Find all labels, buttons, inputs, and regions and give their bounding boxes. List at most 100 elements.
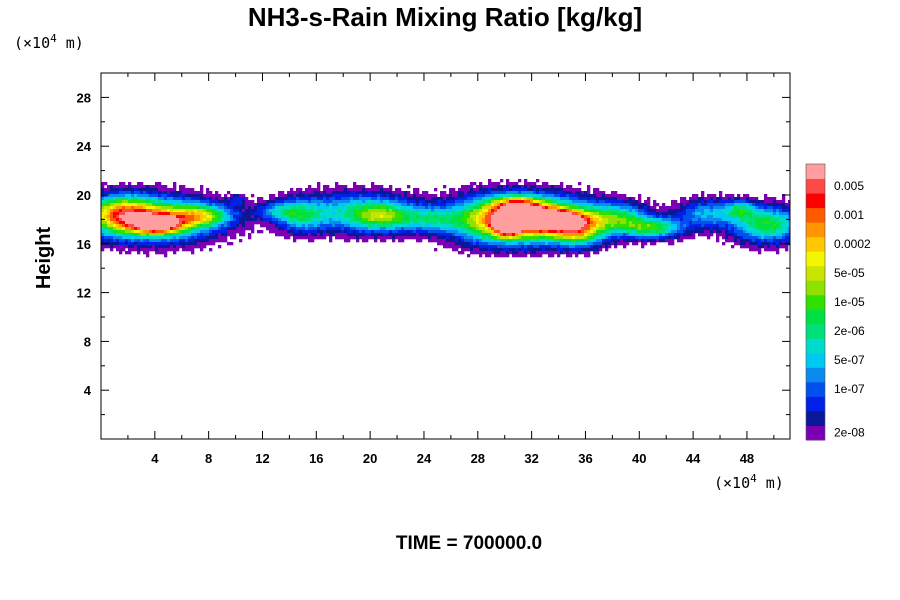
contour-cell — [596, 221, 600, 225]
contour-cell — [464, 212, 468, 216]
contour-cell — [371, 224, 375, 228]
contour-cell — [530, 209, 534, 213]
contour-cell — [509, 212, 513, 216]
contour-cell — [389, 194, 393, 198]
contour-cell — [584, 200, 588, 204]
contour-cell — [209, 233, 213, 237]
contour-cell — [332, 221, 336, 225]
contour-cell — [350, 200, 354, 204]
contour-cell — [572, 191, 576, 195]
contour-cell — [563, 212, 567, 216]
contour-cell — [467, 239, 471, 243]
contour-cell — [554, 236, 558, 240]
contour-cell — [542, 209, 546, 213]
contour-cell — [563, 203, 567, 207]
contour-cell — [596, 218, 600, 222]
contour-cell — [563, 230, 567, 234]
contour-cell — [266, 212, 270, 216]
contour-cell — [119, 191, 123, 195]
contour-cell — [230, 194, 234, 198]
contour-cell — [527, 200, 531, 204]
contour-cell — [269, 212, 273, 216]
contour-cell — [635, 209, 639, 213]
contour-cell — [131, 233, 135, 237]
contour-cell — [146, 218, 150, 222]
contour-cell — [617, 203, 621, 207]
colorbar-swatch — [806, 367, 825, 383]
contour-cell — [752, 245, 756, 249]
contour-cell — [521, 227, 525, 231]
contour-cell — [527, 212, 531, 216]
contour-cell — [128, 185, 132, 189]
contour-cell — [533, 191, 537, 195]
contour-cell — [155, 224, 159, 228]
contour-cell — [722, 200, 726, 204]
contour-cell — [371, 197, 375, 201]
contour-cell — [524, 191, 528, 195]
contour-cell — [560, 188, 564, 192]
contour-cell — [179, 203, 183, 207]
contour-cell — [344, 224, 348, 228]
contour-cell — [200, 242, 204, 246]
contour-cell — [476, 236, 480, 240]
contour-cell — [134, 209, 138, 213]
contour-cell — [422, 206, 426, 210]
contour-cell — [695, 230, 699, 234]
contour-cell — [692, 233, 696, 237]
contour-cell — [341, 185, 345, 189]
contour-cell — [269, 200, 273, 204]
contour-cell — [311, 239, 315, 243]
contour-cell — [308, 224, 312, 228]
contour-cell — [533, 197, 537, 201]
contour-cell — [365, 221, 369, 225]
contour-cell — [281, 218, 285, 222]
contour-cell — [113, 206, 117, 210]
contour-cell — [371, 188, 375, 192]
contour-cell — [557, 230, 561, 234]
contour-cell — [299, 194, 303, 198]
contour-cell — [551, 221, 555, 225]
contour-cell — [488, 194, 492, 198]
contour-cell — [428, 221, 432, 225]
contour-cell — [743, 233, 747, 237]
contour-cell — [767, 248, 771, 252]
contour-cell — [467, 221, 471, 225]
contour-cell — [158, 182, 162, 186]
contour-cell — [374, 194, 378, 198]
contour-cell — [716, 215, 720, 219]
contour-cell — [344, 206, 348, 210]
contour-cell — [608, 224, 612, 228]
contour-cell — [140, 245, 144, 249]
contour-cell — [500, 188, 504, 192]
contour-cell — [578, 200, 582, 204]
contour-cell — [548, 245, 552, 249]
contour-cell — [494, 221, 498, 225]
contour-cell — [101, 182, 105, 186]
contour-cell — [569, 224, 573, 228]
contour-cell — [167, 236, 171, 240]
contour-cell — [578, 209, 582, 213]
contour-cell — [500, 233, 504, 237]
contour-cell — [605, 245, 609, 249]
contour-cell — [572, 242, 576, 246]
contour-cell — [416, 197, 420, 201]
contour-cell — [725, 227, 729, 231]
contour-cell — [158, 242, 162, 246]
contour-cell — [557, 248, 561, 252]
contour-cell — [695, 206, 699, 210]
contour-cell — [338, 218, 342, 222]
contour-cell — [518, 227, 522, 231]
contour-cell — [503, 224, 507, 228]
contour-cell — [620, 212, 624, 216]
contour-cell — [614, 206, 618, 210]
contour-cell — [746, 233, 750, 237]
contour-cell — [536, 194, 540, 198]
contour-cell — [371, 218, 375, 222]
contour-cell — [524, 188, 528, 192]
contour-cell — [524, 224, 528, 228]
contour-cell — [494, 212, 498, 216]
contour-cell — [455, 212, 459, 216]
contour-cell — [173, 197, 177, 201]
contour-cell — [752, 248, 756, 252]
